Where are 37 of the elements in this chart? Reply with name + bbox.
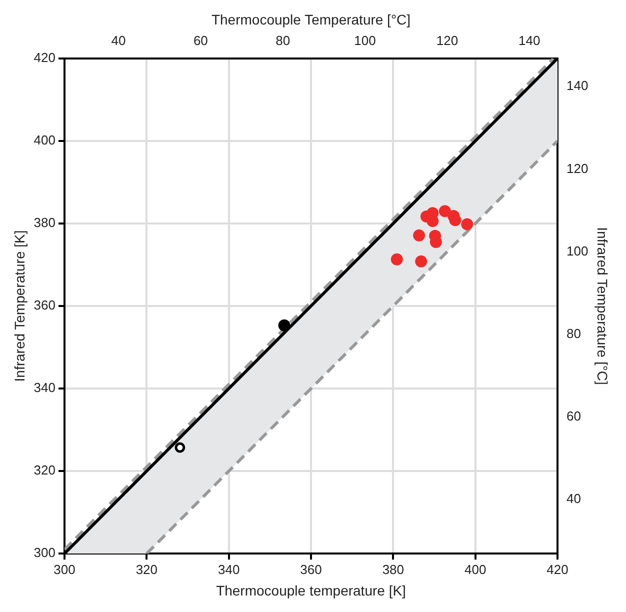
y2-tick-label: 40 [566,490,581,506]
x2-tick-label: 60 [193,33,208,48]
point [174,442,186,453]
y2-tick-label: 80 [566,326,581,341]
x-tick-label: 340 [218,562,240,577]
x2-tick-label: 100 [354,33,376,48]
y-tick-label: 320 [34,462,56,478]
y2-tick-label: 100 [566,243,588,258]
x-tick-label: 300 [54,562,76,577]
y2-tick-label: 140 [566,78,588,94]
y-axis-title: Infrared Temperature [K] [11,230,28,382]
x-tick-label: 360 [300,562,322,577]
y-tick-label: 360 [34,298,56,313]
y-tick-label: 400 [34,132,56,148]
point [461,218,474,230]
x-tick-label: 320 [136,562,158,577]
y-tick-label: 420 [34,50,56,65]
x-tick-label: 400 [464,562,486,577]
x2-tick-label: 80 [276,33,290,48]
y-tick-label: 300 [34,545,56,560]
point [438,205,451,218]
x2-tick-label: 40 [111,33,126,48]
y2-tick-label: 60 [566,408,581,424]
x-tick-label: 380 [382,562,404,577]
x2-tick-label: 120 [436,33,458,48]
x2-tick-label: 140 [518,33,540,48]
x-tick-label: 420 [546,562,568,577]
x-axis-title: Thermocouple temperature [K] [216,582,406,598]
y2-tick-label: 120 [566,160,588,176]
point [278,319,290,332]
y2-axis-title: Infrared Temperature [°C] [594,227,611,385]
point [413,229,426,242]
point [390,253,403,266]
y-tick-label: 340 [34,380,56,396]
point [415,255,428,268]
x2-axis-title: Thermocouple Temperature [°C] [211,11,411,28]
y-tick-label: 380 [34,215,56,230]
